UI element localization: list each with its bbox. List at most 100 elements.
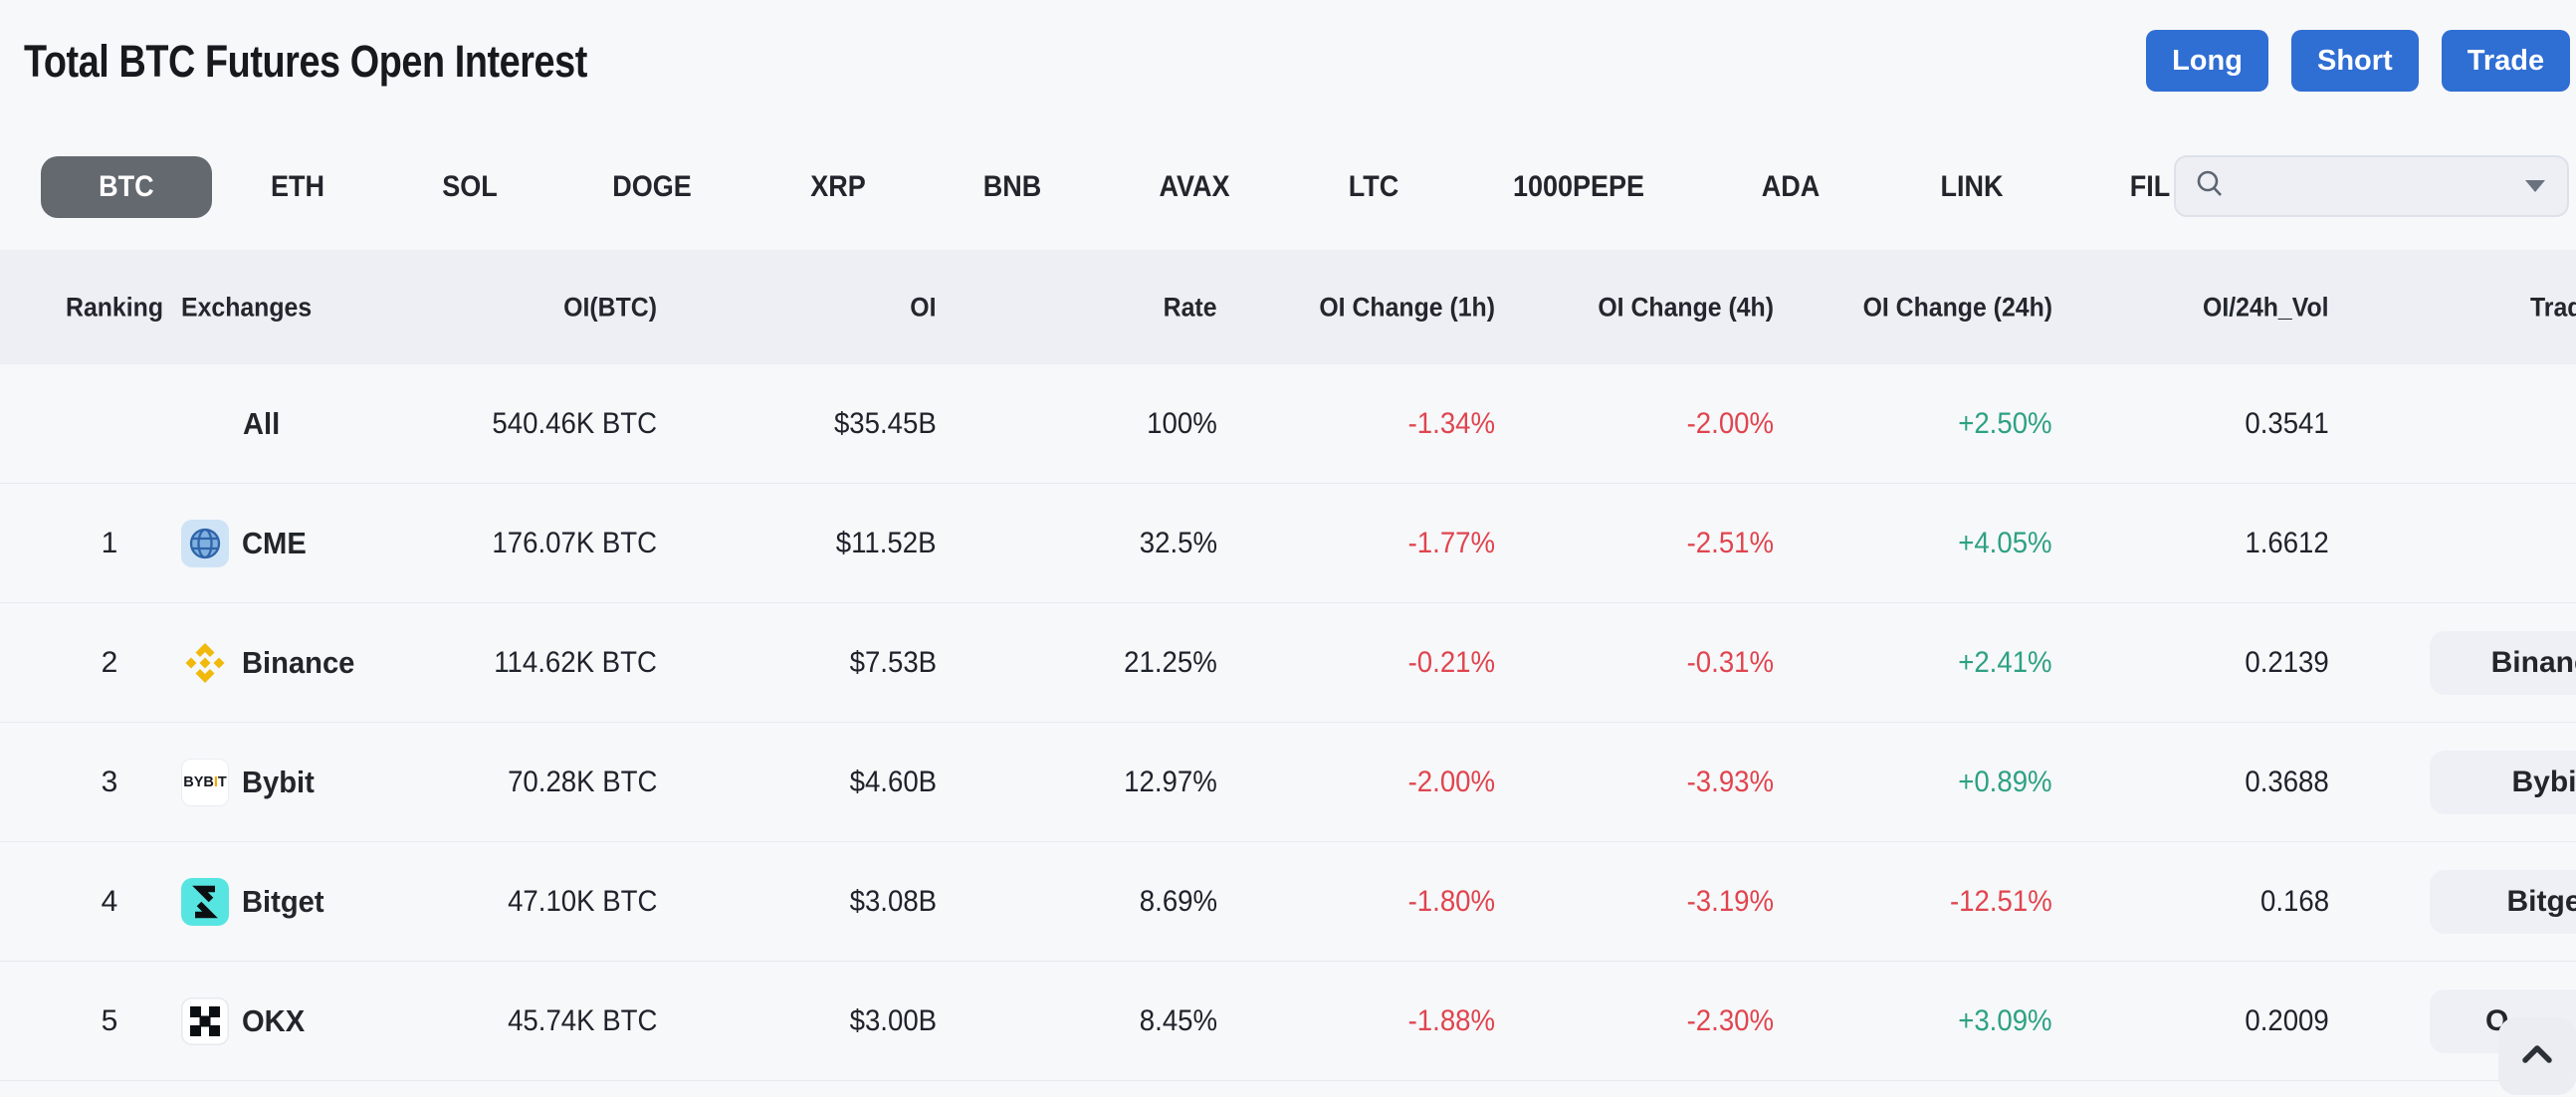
oi-btc-value: 47.10K BTC — [507, 884, 657, 918]
tab-eth[interactable]: ETH — [271, 170, 324, 203]
tab-btc-selected[interactable]: BTC — [41, 156, 212, 218]
oi-24h-vol: 1.6612 — [2245, 526, 2329, 559]
col-trade: Trade — [2530, 292, 2576, 322]
oi-btc-value: 70.28K BTC — [507, 765, 657, 798]
oi-change-24h: +2.50% — [1958, 406, 2052, 440]
table-row-cme[interactable]: 1 CME 176.07K BTC $11.52B — [0, 484, 2576, 603]
table-row-bitget[interactable]: 4 Bitget 47.10K BTC $3.08B 8.69% -1.80% — [0, 842, 2576, 962]
oi-change-4h: -2.30% — [1686, 1003, 1774, 1037]
oi-value: $11.52B — [836, 526, 937, 559]
tab-sol[interactable]: SOL — [442, 170, 498, 203]
tab-link[interactable]: LINK — [1940, 170, 2004, 203]
exchange-name: Bitget — [242, 883, 324, 919]
oi-value: $7.53B — [849, 645, 937, 679]
table-body: All 540.46K BTC $35.45B 100% -1.34% -2.0… — [0, 364, 2576, 1081]
ranking: 4 — [101, 884, 118, 918]
col-oi-24h-vol: OI/24h_Vol — [2203, 292, 2329, 322]
search-icon — [2194, 168, 2226, 205]
tab-avax[interactable]: AVAX — [1159, 170, 1230, 203]
oi-change-4h: -3.19% — [1686, 884, 1774, 918]
oi-change-1h: -1.34% — [1407, 406, 1495, 440]
trade-badge-bitget[interactable]: Bitget — [2430, 869, 2576, 934]
col-oi-change-1h: OI Change (1h) — [1319, 292, 1495, 322]
trade-badge-bybit[interactable]: Bybit — [2430, 750, 2576, 814]
oi-btc-value: 45.74K BTC — [507, 1003, 657, 1037]
ranking: 3 — [101, 765, 118, 798]
oi-change-4h: -2.00% — [1686, 406, 1774, 440]
oi-btc-value: 176.07K BTC — [492, 526, 657, 559]
table-row-okx[interactable]: 5 OKX 45.74K BTC — [0, 962, 2576, 1081]
tab-ada[interactable]: ADA — [1761, 170, 1821, 203]
bitget-logo-icon — [181, 877, 229, 926]
oi-change-4h: -0.31% — [1686, 645, 1774, 679]
long-button[interactable]: Long — [2146, 30, 2268, 92]
rate-value: 21.25% — [1124, 645, 1217, 679]
table-row-binance[interactable]: 2 Binance 114.62K BTC $7.53B 21.25% -0.2… — [0, 603, 2576, 723]
tab-fil[interactable]: FIL — [2129, 170, 2171, 203]
exchange-name: All — [243, 405, 281, 441]
oi-value: $35.45B — [834, 406, 937, 440]
chevron-up-icon — [2520, 1043, 2554, 1070]
oi-change-1h: -0.21% — [1407, 645, 1495, 679]
oi-24h-vol: 0.3541 — [2245, 406, 2329, 440]
okx-logo-icon — [181, 996, 229, 1045]
col-oi-change-24h: OI Change (24h) — [1862, 292, 2052, 322]
col-exchanges: Exchanges — [181, 292, 313, 322]
oi-value: $3.00B — [849, 1003, 937, 1037]
oi-change-4h: -3.93% — [1686, 765, 1774, 798]
rate-value: 12.97% — [1124, 765, 1217, 798]
page-title: Total BTC Futures Open Interest — [24, 36, 587, 87]
exchange-name: CME — [242, 525, 307, 560]
col-oi-btc: OI(BTC) — [563, 292, 657, 322]
oi-change-24h: +4.05% — [1958, 526, 2052, 559]
oi-value: $4.60B — [849, 765, 937, 798]
oi-change-1h: -1.88% — [1407, 1003, 1495, 1037]
oi-24h-vol: 0.3688 — [2245, 765, 2329, 798]
action-buttons: Long Short Trade — [2146, 30, 2571, 92]
ranking: 1 — [101, 526, 118, 559]
table-row-bybit[interactable]: 3 BYB I T Bybit 70.28K BTC $4.60B 12.97% -… — [0, 723, 2576, 842]
search-input[interactable] — [2238, 169, 2525, 203]
exchange-name: Binance — [242, 644, 355, 680]
trade-badge-binance[interactable]: Binance — [2430, 630, 2576, 695]
cme-logo-icon — [181, 519, 229, 567]
bybit-logo-icon: BYB I T — [181, 758, 229, 806]
ranking: 5 — [101, 1003, 118, 1037]
oi-change-24h: +2.41% — [1958, 645, 2052, 679]
oi-change-1h: -1.80% — [1407, 884, 1495, 918]
tab-1000pepe[interactable]: 1000PEPE — [1512, 170, 1645, 203]
oi-change-1h: -1.77% — [1407, 526, 1495, 559]
tab-xrp[interactable]: XRP — [810, 170, 866, 203]
tab-ltc[interactable]: LTC — [1348, 170, 1399, 203]
rate-value: 8.45% — [1139, 1003, 1217, 1037]
rate-value: 8.69% — [1139, 884, 1217, 918]
oi-btc-value: 114.62K BTC — [494, 645, 657, 679]
oi-24h-vol: 0.2009 — [2245, 1003, 2329, 1037]
ranking: 2 — [101, 645, 118, 679]
oi-change-4h: -2.51% — [1686, 526, 1774, 559]
table-row-all[interactable]: All 540.46K BTC $35.45B 100% -1.34% -2.0… — [0, 364, 2576, 484]
oi-change-24h: +3.09% — [1958, 1003, 2052, 1037]
tab-btc-label: BTC — [99, 170, 154, 203]
oi-24h-vol: 0.2139 — [2245, 645, 2329, 679]
oi-value: $3.08B — [849, 884, 937, 918]
oi-change-24h: +0.89% — [1958, 765, 2052, 798]
col-ranking: Ranking — [66, 292, 163, 322]
short-button[interactable]: Short — [2291, 30, 2419, 92]
col-rate: Rate — [1164, 292, 1217, 322]
col-oi: OI — [910, 292, 937, 322]
table-header: Ranking Exchanges OI(BTC) OI Rate OI Cha… — [0, 250, 2576, 364]
trade-button[interactable]: Trade — [2441, 30, 2571, 92]
chevron-down-icon[interactable] — [2525, 180, 2545, 192]
exchange-name: OKX — [242, 1002, 306, 1038]
back-to-top-button[interactable] — [2498, 1017, 2576, 1095]
coin-tabbar: BTC ETH SOL DOGE XRP BNB AVAX LTC 1000PE… — [0, 156, 2576, 218]
oi-24h-vol: 0.168 — [2259, 884, 2329, 918]
tab-doge[interactable]: DOGE — [612, 170, 692, 203]
tab-bnb[interactable]: BNB — [982, 170, 1042, 203]
exchange-name: Bybit — [242, 764, 315, 799]
rate-value: 100% — [1147, 406, 1217, 440]
binance-logo-icon — [181, 639, 229, 687]
search-box[interactable] — [2174, 155, 2569, 217]
